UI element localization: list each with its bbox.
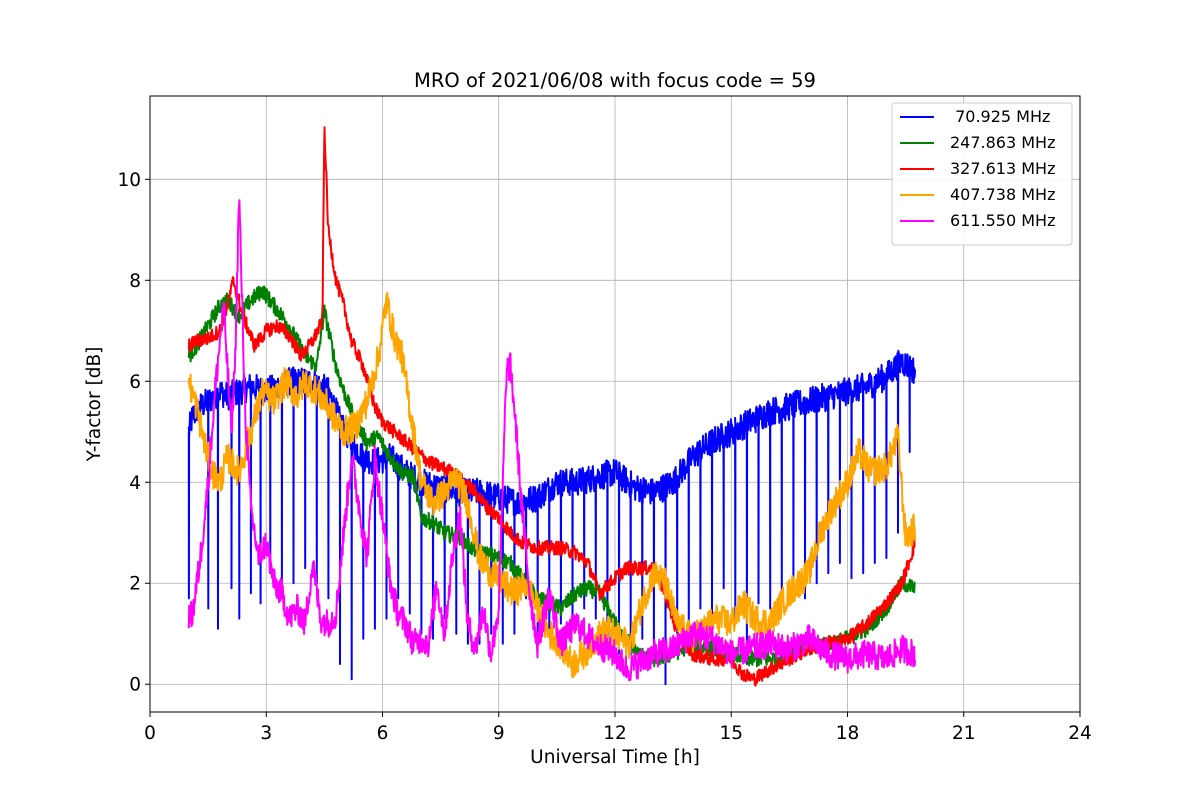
x-tick-label: 15: [719, 723, 743, 744]
legend-entry-label: 247.863 MHz: [950, 133, 1055, 152]
series-line-5: [187, 199, 917, 682]
legend-entry-label: 407.738 MHz: [950, 185, 1055, 204]
x-tick-label: 18: [836, 723, 860, 744]
series-line-4: [187, 291, 917, 679]
series-layer: [187, 126, 917, 687]
legend-box: [891, 102, 1073, 246]
x-tick-label: 9: [493, 723, 505, 744]
x-tick-label: 3: [260, 723, 272, 744]
y-tick-label: 2: [129, 574, 141, 595]
y-tick-label: 8: [129, 271, 141, 292]
x-tick-label: 6: [377, 723, 389, 744]
y-tick-label: 4: [129, 473, 141, 494]
chart-title: MRO of 2021/06/08 with focus code = 59: [414, 69, 816, 92]
legend-entry-label: 327.613 MHz: [950, 159, 1055, 178]
y-tick-label: 10: [117, 170, 141, 191]
y-axis-label: Y-factor [dB]: [84, 347, 105, 463]
series-line-1: [187, 349, 917, 686]
y-tick-label: 0: [129, 675, 141, 696]
x-tick-label: 21: [952, 723, 976, 744]
x-axis-label: Universal Time [h]: [530, 747, 700, 768]
legend-entry-label: 611.550 MHz: [950, 211, 1055, 230]
legend: 70.925 MHz 247.863 MHz 327.613 MHz 407.738 …: [891, 102, 1073, 246]
legend-entry-label: 70.925 MHz: [950, 107, 1050, 126]
x-tick-label: 12: [603, 723, 627, 744]
x-tick-label: 24: [1068, 723, 1092, 744]
x-tick-label: 0: [144, 723, 156, 744]
y-tick-label: 6: [129, 372, 141, 393]
